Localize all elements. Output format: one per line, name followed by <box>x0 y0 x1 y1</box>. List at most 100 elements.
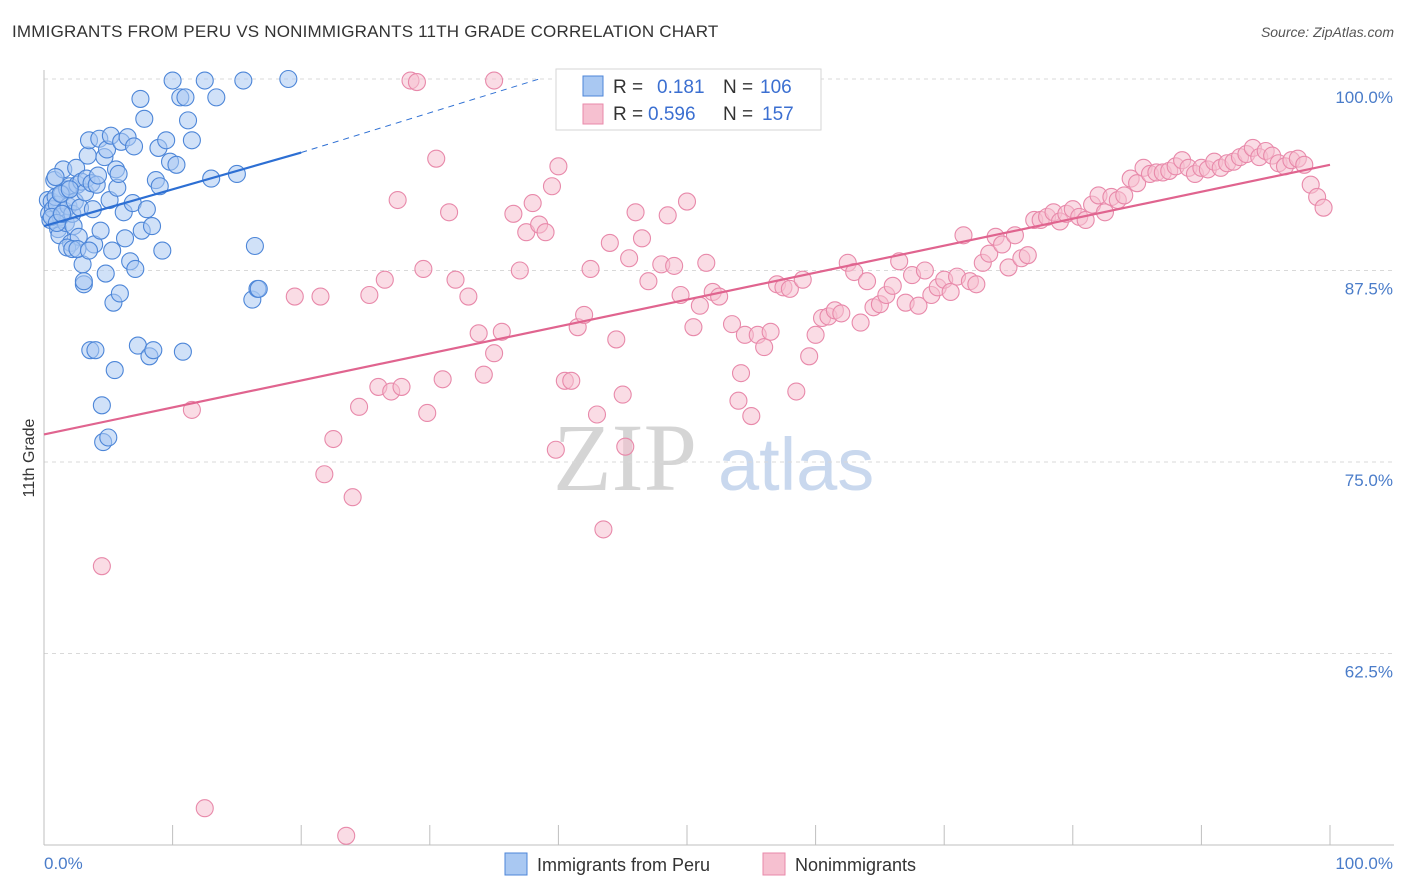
peru-point-77 <box>157 131 176 150</box>
nonimmigrants-point-90 <box>883 276 902 295</box>
y-tick-labels: 100.0% 87.5% 75.0% 62.5% <box>1335 88 1393 682</box>
y-tick-label-1: 87.5% <box>1345 280 1393 299</box>
nonimmigrants-point-108 <box>999 258 1018 277</box>
stats-r-label-pink: R = <box>613 104 643 125</box>
nonimmigrants-point-78 <box>806 325 825 344</box>
nonimmigrants-point-44 <box>587 405 607 424</box>
nonimmigrants-point-52 <box>632 229 652 248</box>
nonimmigrants-point-27 <box>485 344 504 363</box>
peru-point-71 <box>142 217 162 236</box>
peru-point-102 <box>74 272 93 291</box>
nonimmigrants-point-43 <box>581 259 600 279</box>
peru-point-45 <box>96 264 115 283</box>
nonimmigrants-point-50 <box>620 249 639 268</box>
peru-point-35 <box>83 200 102 219</box>
nonimmigrants-point-12 <box>375 270 394 289</box>
peru-trendline-extension <box>301 78 540 154</box>
nonimmigrants-point-82 <box>832 304 851 323</box>
nonimmigrants-point-10 <box>360 285 379 305</box>
legend: Immigrants from Peru Nonimmigrants <box>504 852 916 876</box>
nonimmigrants-point-65 <box>729 391 748 410</box>
peru-point-69 <box>137 200 156 219</box>
nonimmigrants-point-6 <box>324 429 343 449</box>
nonimmigrants-point-21 <box>433 370 452 389</box>
stats-r-label-blue: R = <box>613 77 643 98</box>
peru-point-86 <box>195 71 214 90</box>
nonimmigrants-point-58 <box>677 192 697 211</box>
nonimmigrants-point-85 <box>851 313 870 332</box>
peru-point-52 <box>105 361 124 380</box>
stats-swatch-blue <box>582 75 604 97</box>
stats-n-value-blue: 106 <box>760 77 792 98</box>
nonimmigrants-point-17 <box>407 73 426 92</box>
y-axis-label: 11th Grade <box>21 418 38 497</box>
y-tick-label-3: 62.5% <box>1345 663 1393 682</box>
legend-label-peru: Immigrants from Peru <box>537 855 710 875</box>
nonimmigrants-point-19 <box>418 403 437 423</box>
peru-point-90 <box>234 71 253 90</box>
nonimmigrants-point-5 <box>315 465 334 484</box>
peru-point-94 <box>249 279 268 298</box>
nonimmigrants-point-74 <box>780 279 799 298</box>
x-tick-label-right: 100.0% <box>1335 854 1393 873</box>
peru-point-41 <box>91 221 110 240</box>
peru-points <box>38 69 298 452</box>
nonimmigrants-point-48 <box>613 385 632 404</box>
stats-swatch-pink <box>582 103 604 125</box>
nonimmigrants-point-24 <box>459 287 478 306</box>
nonimmigrants-point-95 <box>915 261 934 280</box>
peru-point-56 <box>110 284 129 303</box>
nonimmigrants-point-3 <box>285 287 304 306</box>
watermark-atlas: atlas <box>718 423 874 506</box>
nonimmigrants-point-28 <box>485 71 504 90</box>
peru-point-83 <box>176 88 195 107</box>
nonimmigrants-point-2 <box>195 799 214 818</box>
nonimmigrants-point-0 <box>92 557 111 576</box>
peru-point-39 <box>88 166 108 185</box>
nonimmigrants-point-77 <box>800 347 819 366</box>
peru-point-82 <box>173 342 192 361</box>
peru-point-63 <box>124 137 144 156</box>
nonimmigrants-point-15 <box>392 377 411 396</box>
nonimmigrants-point-126 <box>1115 186 1134 205</box>
watermark-zip: ZIP <box>553 404 697 511</box>
nonimmigrants-point-7 <box>337 826 356 845</box>
peru-point-68 <box>135 109 154 128</box>
nonimmigrants-point-64 <box>722 315 742 334</box>
peru-point-92 <box>245 236 264 256</box>
stats-r-value-pink: 0.596 <box>648 104 696 125</box>
peru-point-50 <box>103 241 122 260</box>
peru-point-64 <box>126 259 145 279</box>
nonimmigrants-point-55 <box>658 206 677 225</box>
peru-point-84 <box>178 111 198 130</box>
peru-point-89 <box>227 164 246 184</box>
peru-point-103 <box>79 241 99 260</box>
nonimmigrants-point-128 <box>1128 174 1147 193</box>
nonimmigrants-point-14 <box>388 190 407 210</box>
nonimmigrants-point-47 <box>607 330 626 349</box>
nonimmigrants-point-101 <box>954 226 973 245</box>
nonimmigrants-point-107 <box>993 235 1012 254</box>
nonimmigrants-point-157 <box>1314 198 1333 217</box>
peru-point-55 <box>109 164 128 184</box>
nonimmigrants-point-111 <box>1018 246 1037 265</box>
nonimmigrants-point-99 <box>941 282 960 301</box>
stats-box: R = 0.181 N = 106 R = 0.596 N = 157 <box>555 68 822 131</box>
nonimmigrants-point-45 <box>594 520 613 539</box>
nonimmigrants-point-49 <box>616 437 635 456</box>
nonimmigrants-point-25 <box>469 324 488 343</box>
nonimmigrants-point-60 <box>690 296 709 315</box>
nonimmigrants-point-29 <box>492 322 511 341</box>
peru-point-31 <box>78 146 97 165</box>
peru-point-106 <box>60 180 79 199</box>
peru-point-59 <box>115 229 135 248</box>
nonimmigrants-point-35 <box>536 223 555 242</box>
nonimmigrants-point-31 <box>510 261 529 280</box>
chart-source: Source: ZipAtlas.com <box>1260 24 1394 40</box>
nonimmigrants-points <box>92 71 1333 845</box>
nonimmigrants-point-105 <box>980 244 999 263</box>
x-tick-label-left: 0.0% <box>44 854 83 873</box>
y-tick-label-0: 100.0% <box>1335 88 1393 107</box>
nonimmigrants-point-37 <box>546 440 565 459</box>
